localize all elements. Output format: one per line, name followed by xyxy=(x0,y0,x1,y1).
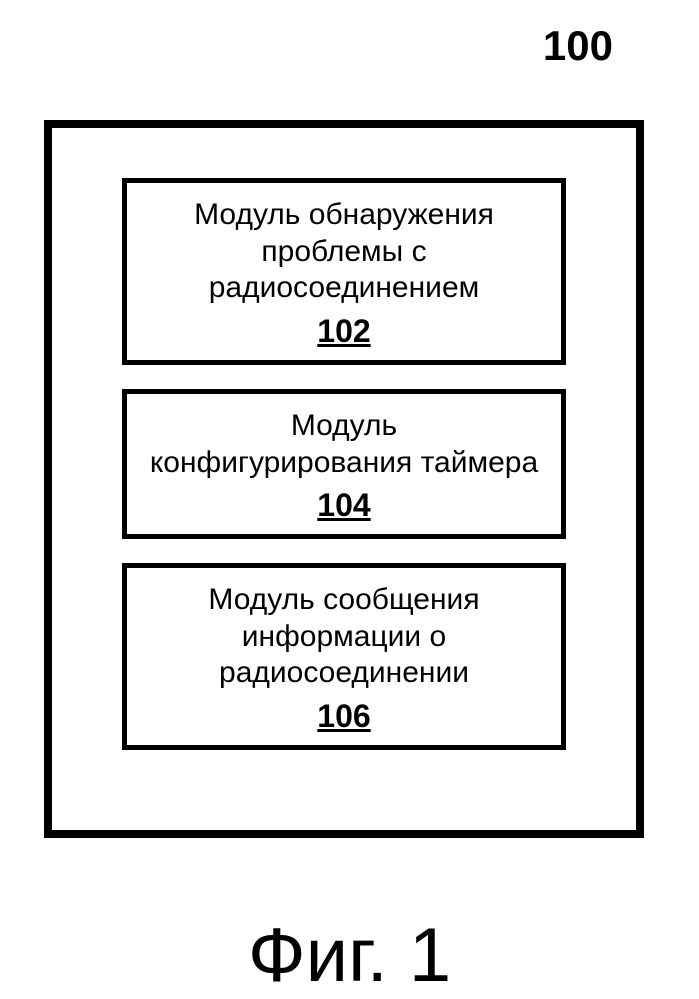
module-ref-number: 104 xyxy=(317,487,370,524)
module-label: Модуль конфигурирования таймера xyxy=(131,408,557,481)
module-label: Модуль обнаружения проблемы с радиосоеди… xyxy=(131,197,557,307)
module-ref-number: 106 xyxy=(317,698,370,735)
modules-container: Модуль обнаружения проблемы с радиосоеди… xyxy=(122,178,566,750)
module-box-timer-config: Модуль конфигурирования таймера 104 xyxy=(122,389,566,539)
figure-caption: Фиг. 1 xyxy=(0,912,699,999)
module-box-report: Модуль сообщения информации о радиосоеди… xyxy=(122,563,566,750)
module-label: Модуль сообщения информации о радиосоеди… xyxy=(131,582,557,692)
module-box-detection: Модуль обнаружения проблемы с радиосоеди… xyxy=(122,178,566,365)
module-ref-number: 102 xyxy=(317,313,370,350)
device-outer-box: Модуль обнаружения проблемы с радиосоеди… xyxy=(44,120,644,838)
figure-ref-number: 100 xyxy=(543,22,613,70)
page: 100 Модуль обнаружения проблемы с радиос… xyxy=(0,0,699,999)
